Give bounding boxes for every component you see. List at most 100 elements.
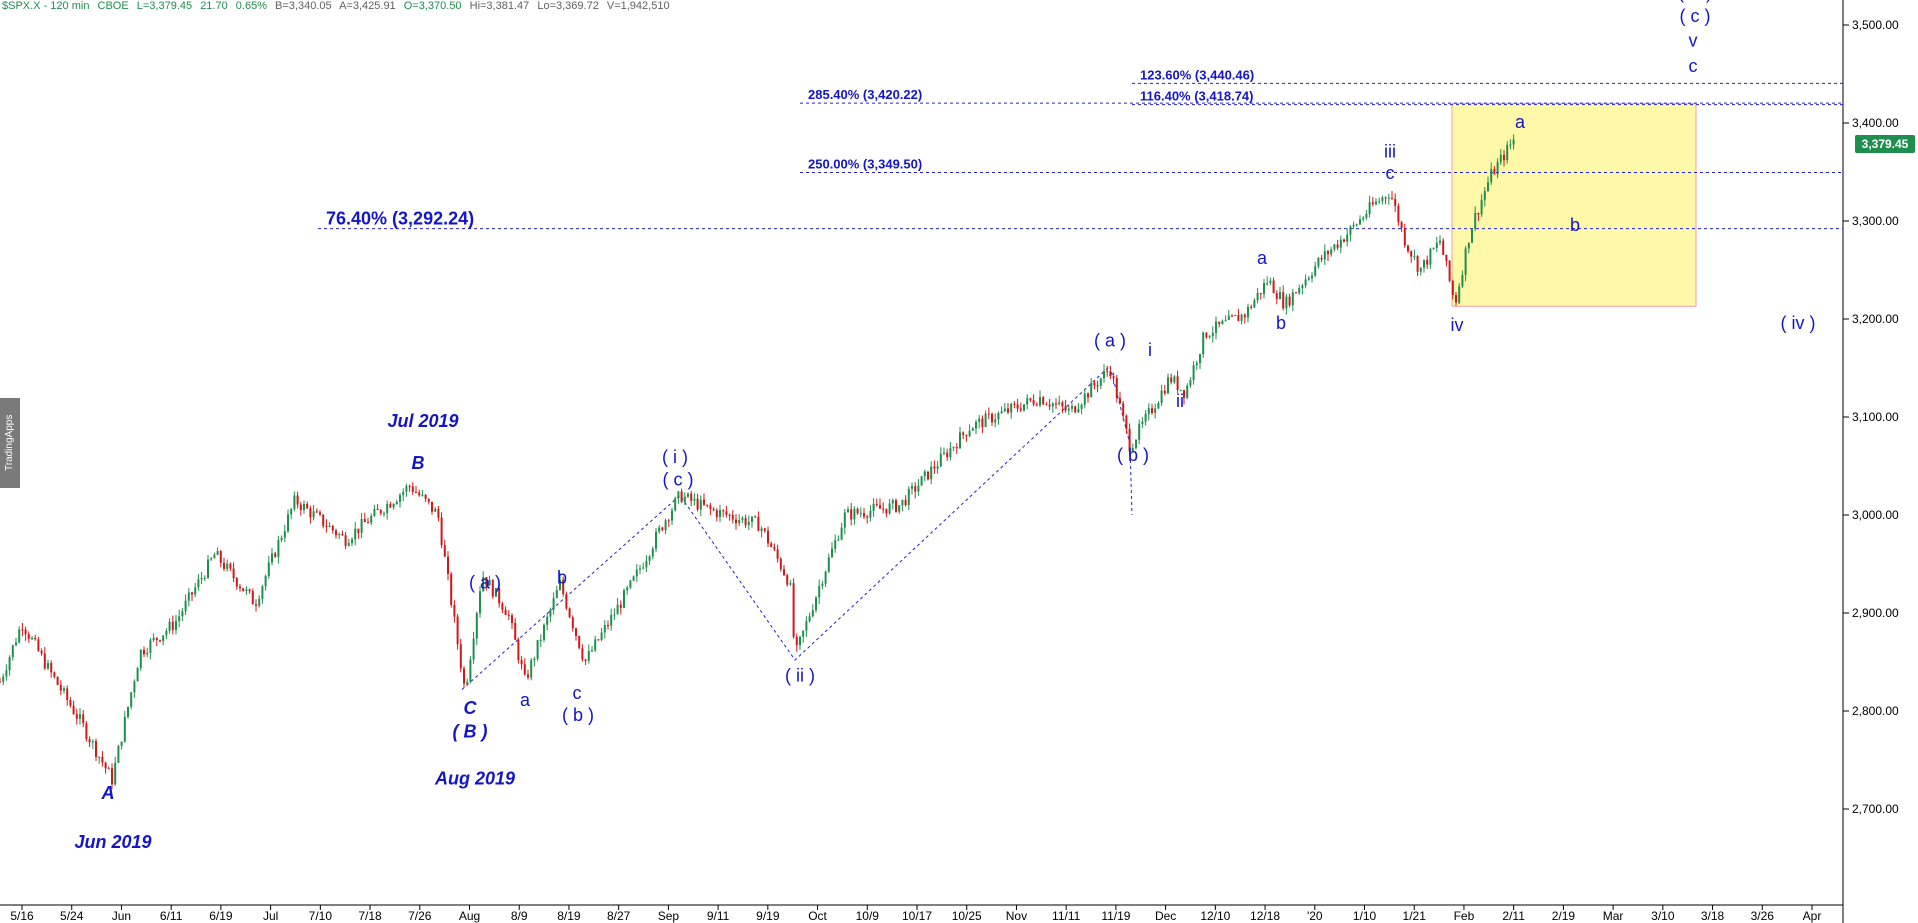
candle-body <box>1032 400 1035 405</box>
x-tick-label: Dec <box>1155 909 1176 923</box>
candle-body <box>1055 403 1057 405</box>
fib-label: 76.40% (3,292.24) <box>326 209 474 229</box>
candle-body <box>1007 408 1009 413</box>
x-tick-label: 8/19 <box>557 909 581 923</box>
candle-body <box>283 531 286 538</box>
candle-body <box>469 659 472 682</box>
candle-body <box>210 558 213 560</box>
candle-body <box>507 614 510 616</box>
x-tick-label: 7/10 <box>309 909 333 923</box>
candle-body <box>930 466 933 480</box>
candle-body <box>805 621 808 631</box>
candle-body <box>1058 402 1061 405</box>
candle-body <box>226 563 229 569</box>
candle-body <box>24 629 27 635</box>
candle-body <box>674 498 677 511</box>
x-tick-label: 3/26 <box>1751 909 1775 923</box>
candle-body <box>370 515 373 524</box>
candle-body <box>443 545 446 557</box>
candle-body <box>5 670 8 677</box>
candle-body <box>1455 295 1457 303</box>
x-tick-label: 6/11 <box>160 909 183 923</box>
fib-label: 250.00% (3,349.50) <box>808 156 922 171</box>
x-tick-label: 9/19 <box>756 909 780 923</box>
candle-body <box>1096 385 1099 387</box>
candle-body <box>223 562 225 569</box>
candle-body <box>562 579 565 595</box>
candle-body <box>1304 279 1307 286</box>
candle-body <box>40 650 43 654</box>
candle-body <box>975 421 977 429</box>
wave-label: b <box>1276 313 1286 333</box>
candle-body <box>1407 245 1409 252</box>
candle-body <box>255 604 257 606</box>
candle-body <box>395 501 398 505</box>
candle-body <box>1285 296 1288 309</box>
candle-body <box>95 741 97 757</box>
candle-body <box>59 684 62 691</box>
candle-body <box>344 535 347 546</box>
candle-body <box>741 517 744 521</box>
candle-body <box>811 610 814 617</box>
candle-body <box>27 634 30 639</box>
candle-body <box>1477 212 1480 215</box>
candle-body <box>687 493 689 497</box>
candle-body <box>1458 286 1461 303</box>
candle-body <box>405 486 408 492</box>
candle-body <box>971 428 974 431</box>
candle-body <box>1483 190 1486 200</box>
candle-body <box>536 640 539 659</box>
x-tick-label: 1/21 <box>1403 909 1427 923</box>
candle-body <box>1272 280 1275 294</box>
candle-body <box>885 508 888 514</box>
candle-body <box>626 587 629 591</box>
candle-body <box>895 500 897 512</box>
candle-body <box>1039 397 1041 406</box>
x-tick-label: 1/10 <box>1353 909 1377 923</box>
candle-body <box>952 447 955 449</box>
candle-body <box>1288 296 1291 306</box>
candle-body <box>690 493 693 501</box>
candle-body <box>520 660 523 665</box>
candle-body <box>1320 258 1323 260</box>
candle-body <box>37 639 40 651</box>
candle-body <box>411 486 414 492</box>
candle-body <box>616 604 619 615</box>
candle-body <box>651 548 654 557</box>
candle-body <box>802 630 805 637</box>
candle-body <box>610 614 613 626</box>
candle-body <box>117 745 120 763</box>
candle-body <box>1442 240 1445 255</box>
candle-body <box>335 530 337 536</box>
x-tick-label: Apr <box>1803 909 1822 923</box>
candle-body <box>1218 321 1221 325</box>
candle-body <box>303 504 305 511</box>
candle-body <box>600 632 603 640</box>
candle-body <box>171 621 174 630</box>
candle-body <box>101 756 104 763</box>
candle-body <box>495 588 497 597</box>
candle-body <box>367 522 369 524</box>
candle-body <box>1138 423 1141 440</box>
candle-body <box>1339 239 1342 248</box>
candle-body <box>936 466 939 469</box>
change-value: 21.70 <box>200 0 228 12</box>
candle-body <box>962 432 965 435</box>
candle-body <box>1077 408 1080 413</box>
candle-body <box>482 577 485 592</box>
candle-body <box>290 508 293 515</box>
candle-body <box>821 583 824 586</box>
candle-body <box>8 657 11 671</box>
candle-body <box>277 539 280 557</box>
x-tick-label: 6/19 <box>209 909 233 923</box>
chart-header: $SPX.X - 120 min CBOE L=3,379.45 21.70 0… <box>2 0 675 12</box>
candle-body <box>1122 403 1125 416</box>
candle-body <box>1176 376 1179 391</box>
candle-body <box>1279 292 1281 299</box>
candle-body <box>943 452 945 454</box>
candle-body <box>587 650 590 661</box>
candle-body <box>946 452 949 458</box>
candle-body <box>1509 144 1512 146</box>
candle-body <box>1179 389 1182 391</box>
